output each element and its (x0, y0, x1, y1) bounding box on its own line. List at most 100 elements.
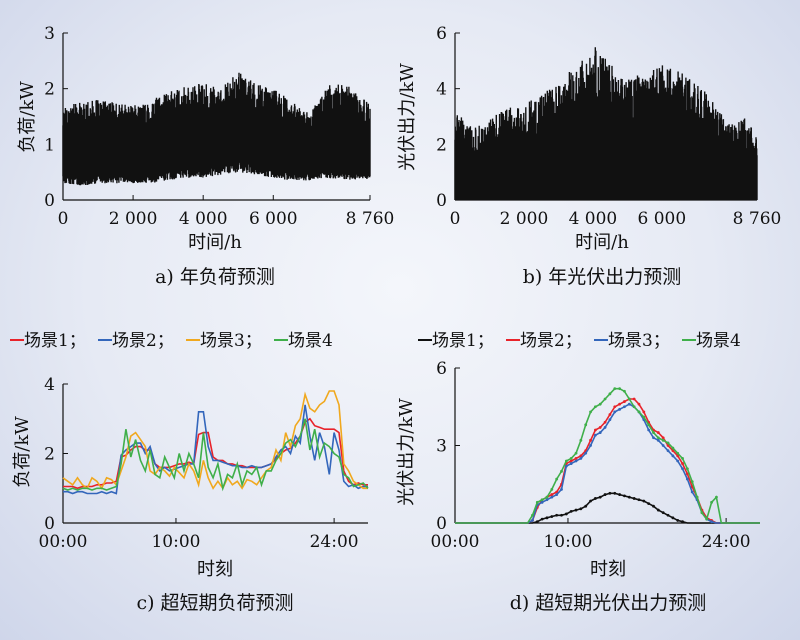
series-area-a (62, 72, 371, 186)
series-4-point (632, 405, 636, 409)
series-3-point (681, 467, 684, 471)
series-2-point (608, 413, 612, 416)
series-4-point (710, 500, 713, 504)
series-3-point (584, 451, 588, 455)
series-2-point (593, 428, 597, 432)
series-4-point (589, 410, 592, 414)
panel-c-caption: c) 超短期负荷预测 (136, 592, 293, 614)
series-1-point (613, 491, 617, 495)
x-tick-label: 8 760 (733, 209, 782, 229)
series-3-point (598, 431, 602, 434)
y-tick-label: 2 (44, 445, 55, 465)
panel-b-plot: 0 2 000 4 000 6 000 8 760 0 2 4 6 (436, 24, 781, 229)
series-line-4 (62, 418, 369, 492)
series-1-point (560, 513, 563, 517)
series-2-point (603, 420, 607, 424)
series-4-point (550, 488, 554, 491)
series-1-point (642, 499, 646, 503)
series-4-point (623, 389, 626, 393)
series-1-point (540, 517, 544, 521)
panel-a-ylabel: 负荷/kW (17, 81, 38, 153)
legend-entry-4: 场景4 (696, 331, 741, 351)
series-4-point (555, 477, 559, 481)
panel-b-annual-pv: 0 2 000 4 000 6 000 8 760 0 2 4 6 b) 年光伏出力预测 时间/… (397, 24, 781, 288)
y-tick-label: 1 (44, 135, 55, 155)
panel-a-plot: 0 2 000 4 000 6 000 8 760 0 1 2 3 (44, 24, 394, 229)
series-3-point (652, 436, 655, 440)
panel-d-legend: 场景1； 场景2； 场景3； 场景4 (418, 331, 741, 351)
series-1-point (666, 513, 670, 517)
series-3-point (603, 426, 607, 429)
panel-d-xlabel: 时刻 (590, 559, 626, 580)
series-3-point (564, 464, 568, 468)
series-1-point (569, 509, 573, 513)
series-3-point (623, 405, 626, 409)
series-3-point (710, 520, 713, 524)
series-1-point (555, 513, 559, 517)
series-3-point (666, 449, 670, 453)
series-4-point (598, 402, 602, 406)
x-tick-label: 4 000 (179, 209, 228, 229)
series-1-point (579, 507, 583, 511)
y-tick-label: 4 (436, 80, 447, 100)
series-4-point (584, 423, 588, 427)
legend-entry-2: 场景2； (112, 331, 174, 351)
series-line-2 (455, 398, 760, 524)
series-2-point (613, 405, 617, 409)
series-3-point (618, 407, 622, 411)
series-1-point (603, 493, 607, 496)
panel-d-ylabel: 光伏出力/kW (396, 398, 417, 506)
x-tick-label: 10:00 (151, 532, 200, 552)
series-3-point (671, 454, 675, 458)
series-4-point (608, 392, 612, 396)
x-tick-label: 6 000 (638, 209, 687, 229)
series-3-point (569, 462, 573, 465)
legend-entry-3: 场景3； (200, 331, 262, 351)
panel-c-xlabel: 时刻 (197, 559, 233, 580)
x-tick-label: 00:00 (39, 532, 88, 552)
series-4-point (579, 438, 583, 442)
panel-c-short-term-load: 场景1； 场景2； 场景3； 场景4 00:00 10:00 24:00 0 2 4 c) 超短… (10, 331, 369, 614)
panel-a-caption: a) 年负荷预测 (155, 266, 275, 288)
series-4-point (613, 387, 617, 391)
series-3-point (579, 457, 583, 460)
series-1-point (656, 508, 660, 512)
legend-entry-3: 场景3； (608, 331, 670, 351)
series-4-point (671, 446, 675, 450)
series-1-point (535, 520, 539, 524)
legend-entry-4: 场景4 (288, 331, 333, 351)
series-3-point (676, 459, 680, 463)
series-1-point (681, 520, 684, 524)
series-1-point (589, 499, 592, 503)
y-tick-label: 0 (44, 191, 55, 211)
series-3-point (647, 428, 651, 432)
series-3-point (574, 459, 578, 463)
series-4-point (647, 423, 651, 427)
series-4-point (676, 451, 680, 455)
series-2-point (685, 472, 689, 476)
legend-entry-1: 场景1； (24, 331, 86, 351)
series-1-point (632, 497, 636, 500)
x-tick-label: 6 000 (249, 209, 298, 229)
series-3-point (661, 444, 665, 447)
series-4-point (695, 495, 699, 499)
y-tick-label: 2 (436, 135, 447, 155)
series-3-point (531, 519, 534, 522)
series-4-point (705, 517, 709, 521)
series-4-point (627, 397, 631, 401)
series-2-point (618, 402, 622, 406)
series-1-point (627, 495, 631, 499)
y-tick-label: 3 (436, 437, 447, 457)
series-1-point (637, 498, 641, 502)
series-2-point (642, 410, 646, 414)
panel-c-plot: 00:00 10:00 24:00 0 2 4 (39, 375, 369, 552)
series-4-point (540, 498, 544, 502)
series-4-point (685, 467, 689, 471)
x-tick-label: 4 000 (569, 209, 618, 229)
series-area-b (454, 47, 758, 200)
x-tick-label: 8 760 (346, 209, 395, 229)
panel-d-plot: 00:00 10:00 24:00 0 3 6 (431, 359, 760, 552)
series-4-point (618, 387, 622, 391)
x-tick-label: 2 000 (109, 209, 158, 229)
